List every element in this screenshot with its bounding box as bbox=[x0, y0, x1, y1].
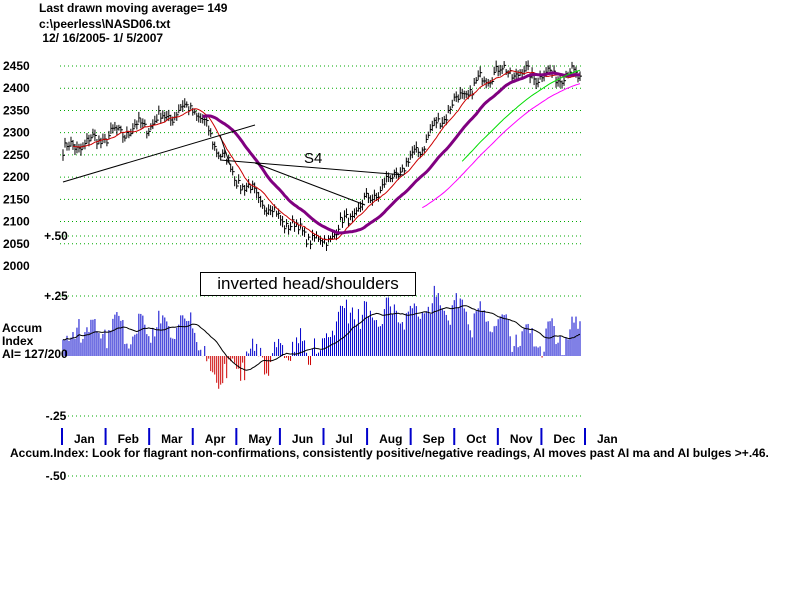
price-tick-label: 2250 bbox=[3, 148, 30, 162]
trendline bbox=[219, 134, 231, 166]
month-label: Aug bbox=[379, 432, 402, 446]
trendlines bbox=[62, 124, 405, 206]
trendline bbox=[254, 162, 366, 206]
month-label: Mar bbox=[161, 432, 183, 446]
accum-index-footnote: Accum.Index: Look for flagrant non-confi… bbox=[10, 446, 769, 460]
accum-ai-value: AI= 127/200 bbox=[2, 347, 68, 361]
price-tick-label: 2000 bbox=[3, 259, 30, 273]
month-label: May bbox=[248, 432, 272, 446]
chart-subtitle-ma: Last drawn moving average= 149 bbox=[39, 1, 228, 15]
accum-tick-label: -.25 bbox=[46, 409, 67, 423]
accum-title-1: Accum bbox=[2, 321, 43, 335]
month-label: Nov bbox=[510, 432, 533, 446]
accum-index-bars bbox=[62, 285, 581, 389]
month-label: Dec bbox=[553, 432, 575, 446]
accum-tick-label: +.50 bbox=[44, 229, 68, 243]
trendline bbox=[62, 124, 256, 183]
accum-y-axis: +.50 +.25 -.25 -.50 bbox=[44, 229, 68, 483]
price-tick-label: 2100 bbox=[3, 215, 30, 229]
price-tick-label: 2200 bbox=[3, 170, 30, 184]
price-y-axis: 2450 2400 2350 2300 2250 2200 2150 2100 2050 2000 bbox=[3, 59, 30, 273]
trendline bbox=[219, 159, 405, 176]
accum-tick-label: +.25 bbox=[44, 289, 68, 303]
chart-date-range: 12/ 16/2005- 1/ 5/2007 bbox=[39, 31, 164, 45]
price-tick-label: 2300 bbox=[3, 126, 30, 140]
month-label: Jul bbox=[336, 432, 353, 446]
price-tick-label: 2150 bbox=[3, 192, 30, 206]
short-moving-average-line bbox=[72, 70, 581, 241]
accum-title-2: Index bbox=[2, 334, 34, 348]
month-label: Jun bbox=[292, 432, 313, 446]
accum-index-ma-line bbox=[62, 305, 581, 371]
price-tick-label: 2050 bbox=[3, 237, 30, 251]
chart-file-path: c:\peerless\NASD06.txt bbox=[39, 17, 171, 31]
month-label: Jan bbox=[597, 432, 618, 446]
price-bars bbox=[62, 60, 582, 251]
green-moving-average-line bbox=[461, 69, 581, 162]
month-label: Sep bbox=[423, 432, 445, 446]
price-tick-label: 2350 bbox=[3, 103, 30, 117]
magenta-moving-average-line bbox=[422, 83, 581, 209]
pattern-annotation-box: inverted head/shoulders bbox=[200, 272, 416, 296]
month-axis: Jan Feb Mar Apr May Jun Jul Aug Sep Oct Nov Dec Jan bbox=[61, 428, 618, 446]
month-label: Jan bbox=[74, 432, 95, 446]
price-tick-label: 2450 bbox=[3, 59, 30, 73]
long-moving-average-line bbox=[202, 71, 581, 235]
signal-label-s4: S4 bbox=[304, 150, 322, 167]
month-label: Apr bbox=[205, 432, 226, 446]
price-tick-label: 2400 bbox=[3, 81, 30, 95]
accum-tick-label: -.50 bbox=[46, 469, 67, 483]
month-label: Oct bbox=[466, 432, 486, 446]
month-label: Feb bbox=[118, 432, 139, 446]
